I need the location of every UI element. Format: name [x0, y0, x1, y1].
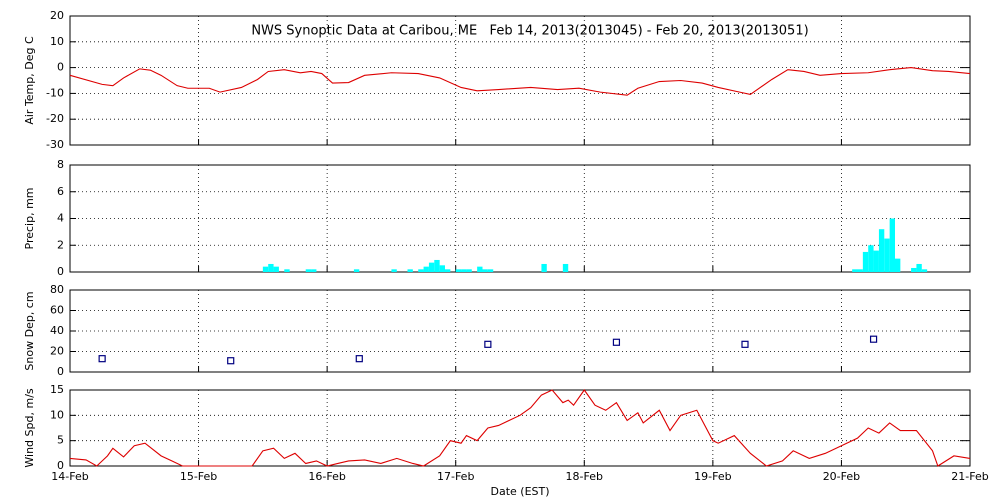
bar	[889, 218, 895, 272]
point	[484, 340, 492, 348]
bar	[423, 266, 429, 272]
bar	[857, 269, 863, 272]
point	[869, 335, 878, 343]
panel-frame	[69, 389, 971, 467]
y-tick-label: 40	[50, 324, 64, 337]
bar	[477, 266, 483, 272]
point	[98, 355, 106, 363]
bar	[461, 269, 467, 272]
y-tick-label: 2	[57, 238, 64, 251]
y-tick-label: 0	[57, 459, 64, 472]
y-axis-label: Air Temp, Deg C	[23, 36, 36, 125]
y-axis-label: Snow Dep, cm	[23, 291, 36, 370]
bar	[455, 269, 462, 272]
bar	[466, 269, 472, 272]
bar	[868, 245, 874, 272]
y-axis-label: Wind Spd, m/s	[23, 388, 36, 468]
y-tick-label: -10	[46, 86, 64, 99]
x-tick-label: 15-Feb	[180, 470, 217, 483]
x-axis-label: Date (EST)	[490, 485, 549, 498]
y-tick-label: 15	[50, 383, 64, 396]
panel-frame	[69, 15, 971, 146]
bar	[353, 269, 360, 272]
bar	[852, 269, 858, 272]
y-tick-label: 20	[50, 345, 64, 358]
data-line	[69, 67, 971, 96]
point	[612, 338, 621, 346]
y-tick-label: 80	[50, 283, 64, 296]
bar	[273, 266, 279, 272]
bar	[407, 269, 413, 272]
bar	[428, 262, 435, 272]
bar	[262, 266, 269, 272]
y-tick-label: 0	[57, 61, 64, 74]
chart-title: NWS Synoptic Data at Caribou, ME Feb 14,…	[251, 24, 808, 39]
bar	[391, 269, 397, 272]
x-tick-label: 20-Feb	[823, 470, 860, 483]
y-tick-label: 0	[57, 365, 64, 378]
bar	[268, 263, 274, 272]
point	[227, 357, 235, 365]
bar	[284, 269, 290, 272]
x-tick-label: 21-Feb	[951, 470, 988, 483]
y-tick-label: -30	[46, 138, 64, 151]
point	[355, 355, 363, 363]
bar	[878, 229, 885, 272]
y-tick-label: 0	[57, 265, 64, 278]
bar	[895, 258, 901, 272]
y-axis-label: Precip, mm	[23, 188, 36, 250]
panel-frame	[69, 289, 971, 373]
bar	[884, 238, 890, 272]
y-tick-label: 20	[50, 9, 64, 22]
bar	[873, 250, 879, 272]
bar	[487, 269, 494, 272]
y-tick-label: 6	[57, 185, 64, 198]
y-tick-label: 10	[50, 35, 64, 48]
bar	[562, 263, 569, 272]
bar	[911, 267, 917, 272]
bar	[439, 265, 445, 272]
bar	[445, 269, 451, 272]
bar	[418, 269, 424, 272]
x-tick-label: 17-Feb	[437, 470, 474, 483]
x-tick-label: 18-Feb	[566, 470, 603, 483]
bar	[916, 263, 922, 272]
point	[741, 340, 749, 348]
bar	[862, 251, 869, 272]
data-line	[69, 389, 971, 467]
x-tick-label: 19-Feb	[694, 470, 731, 483]
bar	[921, 269, 928, 272]
bar	[541, 263, 547, 272]
y-tick-label: 8	[57, 158, 64, 171]
y-tick-label: 5	[57, 434, 64, 447]
y-tick-label: 4	[57, 212, 64, 225]
panel-frame	[69, 164, 971, 273]
bar	[311, 269, 317, 272]
bar	[434, 259, 440, 272]
bar	[305, 269, 312, 272]
y-tick-label: 10	[50, 408, 64, 421]
x-tick-label: 16-Feb	[308, 470, 345, 483]
y-tick-label: 60	[50, 304, 64, 317]
x-tick-label: 14-Feb	[51, 470, 88, 483]
bar	[482, 269, 488, 272]
y-tick-label: -20	[46, 112, 64, 125]
